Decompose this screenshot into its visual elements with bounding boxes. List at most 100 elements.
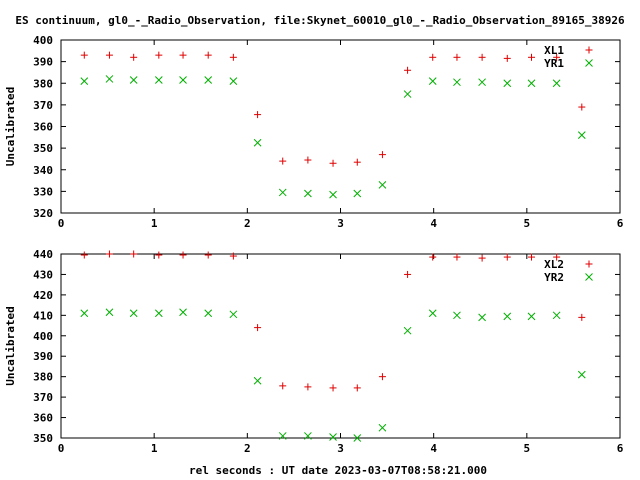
x-tick-label: 4 xyxy=(430,442,437,455)
data-point xyxy=(304,432,312,440)
data-point xyxy=(80,51,88,59)
data-point xyxy=(279,157,287,165)
data-point xyxy=(527,53,535,61)
data-point-b xyxy=(378,181,387,189)
series-XL2 xyxy=(80,250,586,392)
y-tick-label: 360 xyxy=(33,412,53,425)
data-point xyxy=(304,156,312,164)
y-tick-label: 350 xyxy=(33,432,53,445)
x-tick-label: 0 xyxy=(58,442,65,455)
data-point xyxy=(179,51,187,59)
x-tick-label: 1 xyxy=(151,442,158,455)
data-point xyxy=(527,312,536,321)
data-point-b xyxy=(577,370,586,379)
data-point xyxy=(577,370,586,379)
y-tick-label: 380 xyxy=(33,371,53,384)
data-point xyxy=(278,432,287,440)
data-point-b xyxy=(552,79,561,88)
data-point xyxy=(378,373,386,381)
legend-marker-YR1-b xyxy=(585,59,593,67)
data-point-b xyxy=(129,309,138,318)
data-point xyxy=(428,77,437,85)
data-point xyxy=(503,253,511,261)
y-tick-label: 390 xyxy=(33,350,53,363)
data-point xyxy=(552,311,561,320)
data-point-b xyxy=(154,76,163,84)
data-point xyxy=(503,54,511,62)
data-point xyxy=(353,189,362,198)
data-point xyxy=(378,423,387,432)
series-XL1 xyxy=(80,51,586,167)
chart-panels: 0 1 2 3 4 5 6320330340350360370380390400Uncali… xyxy=(4,34,624,455)
data-point-b xyxy=(204,76,213,84)
y-tick-label: 370 xyxy=(33,391,53,404)
data-point xyxy=(229,53,237,61)
data-point-b xyxy=(179,308,187,317)
legend-marker-XL2 xyxy=(585,260,593,268)
y-tick-label: 440 xyxy=(33,248,53,261)
legend-marker-YR1 xyxy=(585,59,593,67)
data-point-b xyxy=(229,310,238,319)
x-tick-label: 5 xyxy=(524,217,531,230)
data-point xyxy=(353,384,361,392)
data-point-b xyxy=(304,189,312,198)
chart-title: ES continuum, gl0_-_Radio_Observation, f… xyxy=(15,14,625,27)
data-point xyxy=(428,309,437,318)
data-point-b xyxy=(204,309,213,318)
data-point xyxy=(578,313,586,321)
data-point-b xyxy=(403,326,412,335)
data-point xyxy=(279,382,287,390)
data-point xyxy=(329,384,337,392)
data-point xyxy=(155,51,163,59)
x-tick-label: 1 xyxy=(151,217,158,230)
data-point-b xyxy=(80,77,89,85)
data-point xyxy=(105,75,114,83)
data-point-b xyxy=(80,309,89,318)
data-point xyxy=(229,77,238,85)
data-point xyxy=(278,188,287,197)
data-point xyxy=(154,76,163,84)
data-point xyxy=(353,158,361,166)
y-tick-label: 340 xyxy=(33,164,53,177)
data-point xyxy=(179,76,187,84)
data-point xyxy=(453,53,461,61)
data-point-b xyxy=(253,138,262,147)
y-tick-label: 330 xyxy=(33,185,53,198)
data-point xyxy=(552,79,561,88)
data-point xyxy=(80,77,89,85)
legend-marker-YR2 xyxy=(585,273,593,281)
data-point-b xyxy=(229,77,238,85)
y-tick-label: 390 xyxy=(33,56,53,69)
data-point xyxy=(453,311,461,320)
data-point-b xyxy=(329,190,337,199)
data-point-b xyxy=(478,313,486,322)
data-point xyxy=(329,190,337,199)
x-tick-label: 3 xyxy=(337,442,344,455)
data-point-b xyxy=(478,78,486,87)
data-point-b xyxy=(329,433,337,441)
data-point xyxy=(254,324,262,332)
data-point xyxy=(105,250,113,258)
data-point-b xyxy=(503,312,512,321)
data-point xyxy=(577,131,586,140)
data-point xyxy=(80,309,89,318)
data-point xyxy=(478,78,486,87)
y-tick-label: 370 xyxy=(33,99,53,112)
legend-marker-XL1 xyxy=(585,46,593,54)
data-point xyxy=(129,309,138,318)
y-tick-label: 400 xyxy=(33,34,53,47)
y-tick-label: 360 xyxy=(33,121,53,134)
data-point xyxy=(453,253,461,261)
data-point-b xyxy=(428,77,437,85)
data-point xyxy=(404,66,412,74)
x-tick-label: 5 xyxy=(524,442,531,455)
data-point-b xyxy=(453,311,461,320)
x-tick-label: 2 xyxy=(244,217,251,230)
data-point xyxy=(503,79,512,88)
legend-label-XL2: XL2 xyxy=(544,258,564,271)
data-point xyxy=(353,434,362,442)
data-point-b xyxy=(527,79,536,88)
data-point xyxy=(130,250,138,258)
data-point xyxy=(578,103,586,111)
